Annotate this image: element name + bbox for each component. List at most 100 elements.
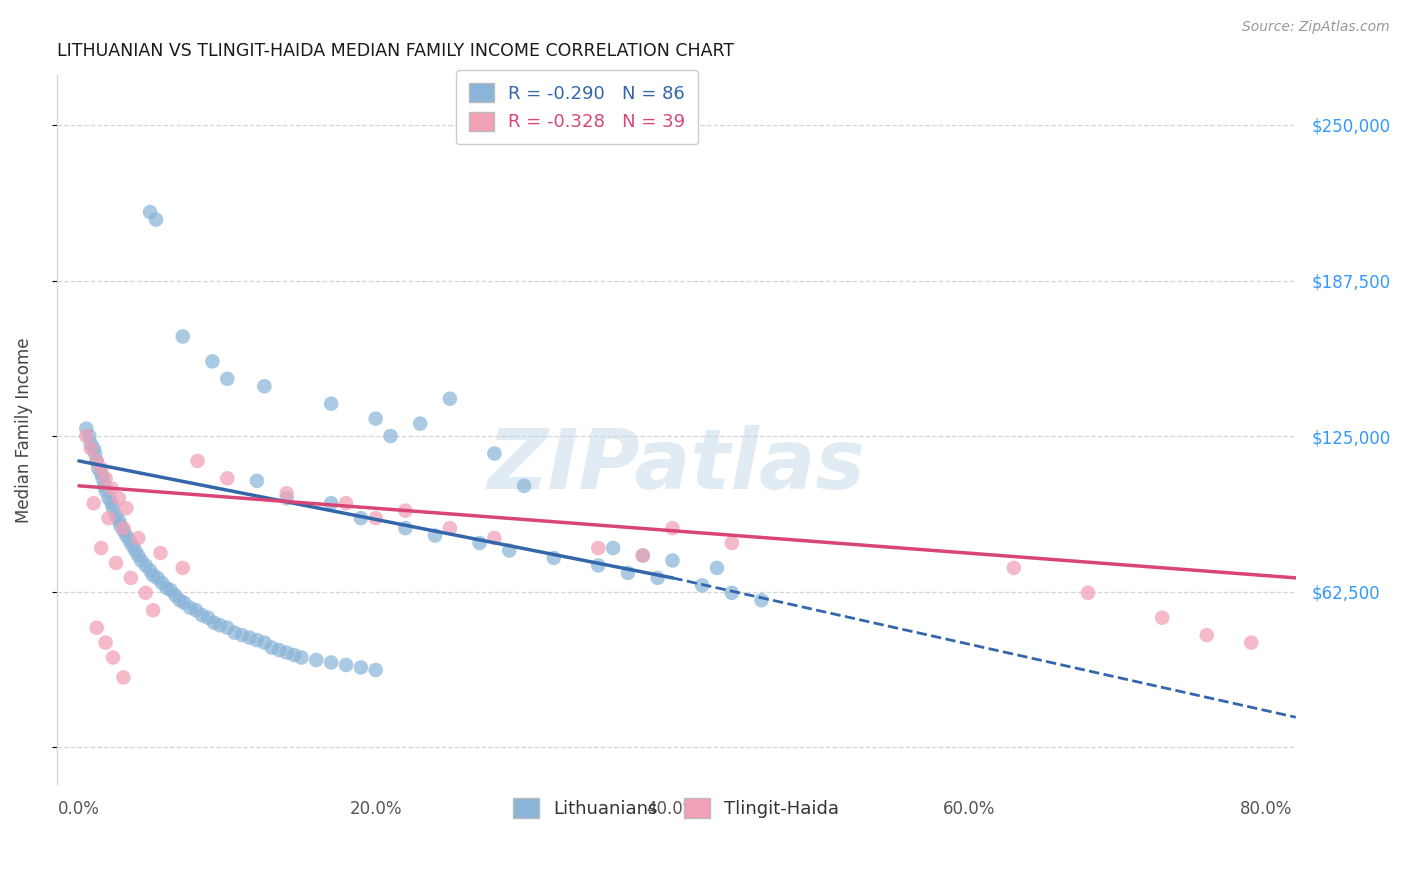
Point: [121, 539, 143, 553]
Point: [335, 496, 357, 510]
Point: [108, 514, 131, 528]
Point: [751, 593, 773, 607]
Point: [498, 543, 520, 558]
Point: [80, 442, 103, 456]
Point: [661, 553, 683, 567]
Point: [513, 479, 536, 493]
Point: [142, 568, 165, 582]
Point: [179, 600, 201, 615]
Point: [217, 471, 239, 485]
Point: [80, 436, 103, 450]
Point: [83, 496, 105, 510]
Point: [305, 653, 328, 667]
Point: [115, 528, 138, 542]
Point: [135, 558, 157, 573]
Point: [588, 541, 610, 555]
Point: [145, 212, 167, 227]
Point: [364, 663, 387, 677]
Point: [364, 411, 387, 425]
Text: Source: ZipAtlas.com: Source: ZipAtlas.com: [1241, 20, 1389, 34]
Point: [94, 471, 117, 485]
Point: [321, 397, 343, 411]
Point: [439, 392, 461, 406]
Point: [208, 618, 231, 632]
Point: [93, 479, 115, 493]
Point: [139, 563, 162, 577]
Point: [187, 454, 209, 468]
Point: [721, 536, 744, 550]
Point: [690, 578, 713, 592]
Point: [146, 571, 169, 585]
Point: [104, 508, 127, 523]
Point: [1240, 635, 1263, 649]
Point: [165, 588, 187, 602]
Point: [380, 429, 402, 443]
Point: [631, 549, 654, 563]
Point: [276, 646, 298, 660]
Point: [129, 553, 152, 567]
Point: [394, 504, 416, 518]
Point: [160, 583, 183, 598]
Point: [97, 511, 120, 525]
Point: [1077, 586, 1099, 600]
Point: [94, 635, 117, 649]
Point: [276, 486, 298, 500]
Point: [90, 461, 112, 475]
Legend: Lithuanians, Tlingit-Haida: Lithuanians, Tlingit-Haida: [506, 790, 846, 825]
Point: [1002, 561, 1025, 575]
Point: [77, 429, 100, 443]
Text: LITHUANIAN VS TLINGIT-HAIDA MEDIAN FAMILY INCOME CORRELATION CHART: LITHUANIAN VS TLINGIT-HAIDA MEDIAN FAMIL…: [56, 42, 734, 60]
Point: [253, 379, 276, 393]
Point: [86, 454, 108, 468]
Point: [409, 417, 432, 431]
Point: [202, 615, 225, 630]
Point: [135, 586, 157, 600]
Point: [120, 571, 142, 585]
Point: [75, 429, 97, 443]
Point: [172, 561, 194, 575]
Point: [150, 575, 173, 590]
Point: [139, 205, 162, 219]
Point: [588, 558, 610, 573]
Point: [269, 643, 291, 657]
Point: [246, 474, 269, 488]
Text: ZIPatlas: ZIPatlas: [488, 425, 865, 506]
Point: [100, 481, 122, 495]
Y-axis label: Median Family Income: Median Family Income: [15, 337, 32, 523]
Point: [246, 633, 269, 648]
Point: [224, 625, 246, 640]
Point: [543, 551, 565, 566]
Point: [108, 491, 131, 506]
Point: [260, 640, 283, 655]
Point: [110, 518, 132, 533]
Point: [184, 603, 207, 617]
Point: [86, 621, 108, 635]
Point: [104, 556, 127, 570]
Point: [290, 650, 312, 665]
Point: [238, 631, 260, 645]
Point: [394, 521, 416, 535]
Point: [253, 635, 276, 649]
Point: [364, 511, 387, 525]
Point: [90, 541, 112, 555]
Point: [231, 628, 253, 642]
Point: [155, 581, 177, 595]
Point: [172, 329, 194, 343]
Point: [484, 446, 506, 460]
Point: [83, 442, 105, 456]
Point: [75, 421, 97, 435]
Point: [112, 670, 135, 684]
Point: [169, 593, 191, 607]
Point: [1152, 610, 1174, 624]
Point: [100, 496, 122, 510]
Point: [439, 521, 461, 535]
Point: [484, 531, 506, 545]
Point: [602, 541, 624, 555]
Point: [721, 586, 744, 600]
Point: [423, 528, 446, 542]
Point: [335, 657, 357, 672]
Point: [124, 543, 146, 558]
Point: [127, 531, 149, 545]
Point: [87, 461, 110, 475]
Point: [191, 608, 214, 623]
